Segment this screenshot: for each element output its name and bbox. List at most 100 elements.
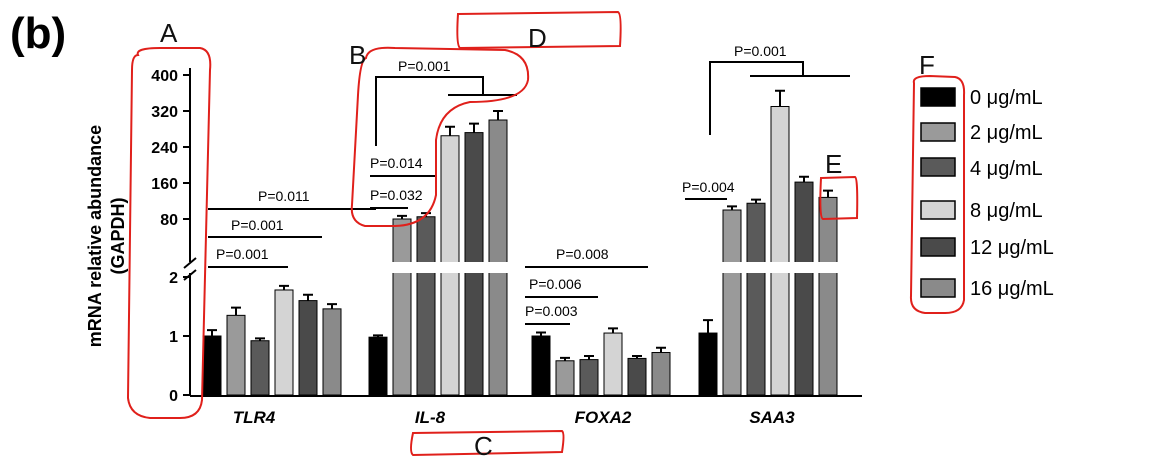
bar-foxa2-series-3 [603,332,623,396]
y-tick-label-320: 320 [151,104,178,121]
annotation-box-b [350,46,530,227]
annotation-box-e [819,175,859,221]
pvalue-label: P=0.008 [556,246,609,262]
bar-saa3-series-1 [722,209,742,396]
bar-saa3-series-0 [698,332,718,396]
error-bar-tlr4-series-1 [231,306,241,316]
legend-label: 12 μg/mL [970,237,1054,259]
y-tick-label-240: 240 [151,140,178,157]
bracket-saa3-p0001 [709,61,804,135]
bar-foxa2-series-4 [627,357,647,396]
bar-foxa2-series-0 [531,335,551,396]
significance-brackets [208,61,850,325]
legend-label: 16 μg/mL [970,278,1054,300]
annotation-box-a [126,47,212,419]
bar-il8-series-2 [416,216,436,396]
legend-label: 4 μg/mL [970,158,1043,180]
legend-swatch [920,278,956,298]
annotation-box-d [456,10,622,50]
bar-il8-series-1 [392,218,412,396]
bar-il8-series-0 [368,336,388,396]
bar-saa3-series-3 [770,106,790,396]
pvalue-label: P=0.001 [398,58,451,74]
annotation-box-f [909,74,966,314]
panel-label: (b) [10,9,66,58]
pvalue-label: P=0.001 [734,43,787,59]
pvalue-label: P=0.001 [231,217,284,233]
pvalue-label: P=0.032 [370,187,423,203]
y-tick-label-400: 400 [151,68,178,85]
error-bar-tlr4-series-3 [279,284,289,290]
category-label-foxa2: FOXA2 [575,408,632,427]
hand-label-d: D [528,23,547,53]
error-bar-foxa2-series-3 [608,327,618,334]
bar-foxa2-series-2 [579,359,599,396]
legend: 0 μg/mL 2 μg/mL 4 μg/mL 8 μg/mL 12 μg/mL… [920,87,1054,300]
error-bar-il8-series-3 [445,125,455,136]
error-bar-saa3-series-0 [703,319,713,334]
pvalue-label: P=0.014 [370,155,423,171]
error-bar-tlr4-series-5 [327,303,337,309]
error-bar-foxa2-series-2 [584,355,594,360]
hand-label-a: A [160,18,178,48]
category-label-tlr4: TLR4 [233,408,276,427]
hand-label-b: B [349,40,366,70]
y-axis-label: mRNA relative abundance [85,125,105,347]
hand-label-c: C [474,431,493,461]
pvalue-label: P=0.003 [525,303,578,319]
error-bar-saa3-series-4 [799,175,809,183]
error-bar-il8-series-0 [373,334,383,338]
axis-break-mark-top [183,257,197,269]
annotation-box-c [410,429,565,457]
error-bar-il8-series-5 [493,110,503,120]
axis-break-mark-bottom [183,269,197,281]
error-bar-foxa2-series-5 [656,346,666,353]
y-tick-label-160: 160 [151,176,178,193]
y-tick-label-1: 1 [169,329,178,346]
error-bar-tlr4-series-4 [303,293,313,301]
legend-swatch [920,87,956,107]
legend-label: 2 μg/mL [970,122,1043,144]
bar-foxa2-series-1 [555,360,575,396]
error-bar-saa3-series-2 [751,198,761,204]
bar-foxa2-series-5 [651,352,671,396]
bar-tlr4-series-5 [322,308,342,396]
y-tick-label-2: 2 [169,270,178,287]
error-bar-saa3-series-1 [727,205,737,210]
hand-label-e: E [825,149,842,179]
pvalue-label: P=0.006 [529,276,582,292]
error-bar-foxa2-series-0 [536,331,546,336]
bar-saa3-series-5 [818,196,838,396]
legend-swatch [920,237,956,257]
bar-tlr4-series-2 [250,340,270,396]
pvalue-label: P=0.011 [258,188,310,204]
error-bar-foxa2-series-4 [632,355,642,359]
error-bar-saa3-series-5 [823,189,833,198]
legend-label: 0 μg/mL [970,87,1043,109]
bar-tlr4-series-1 [226,314,246,396]
legend-swatch [920,122,956,142]
red-annotations [126,10,966,457]
bar-tlr4-series-0 [202,335,222,396]
hand-label-f: F [919,50,935,80]
pvalue-label: P=0.004 [682,179,735,195]
y-axis-label-unit: (GAPDH) [108,198,128,275]
legend-label: 8 μg/mL [970,200,1043,222]
pvalue-label: P=0.001 [216,246,269,262]
bracket-il8-p0001 [375,76,484,146]
bar-il8-series-5 [488,119,508,396]
error-bar-tlr4-series-2 [255,337,265,341]
bar-tlr4-series-4 [298,300,318,396]
bar-tlr4-series-3 [274,289,294,396]
error-bar-tlr4-series-0 [207,329,217,336]
error-bar-il8-series-1 [397,214,407,219]
bar-saa3-series-2 [746,202,766,396]
category-label-saa3: SAA3 [749,408,795,427]
error-bar-foxa2-series-1 [560,356,570,361]
y-tick-label-80: 80 [160,212,178,229]
error-bar-saa3-series-3 [775,89,785,107]
legend-swatch [920,157,956,177]
bar-saa3-series-4 [794,181,814,396]
legend-swatch [920,200,956,220]
